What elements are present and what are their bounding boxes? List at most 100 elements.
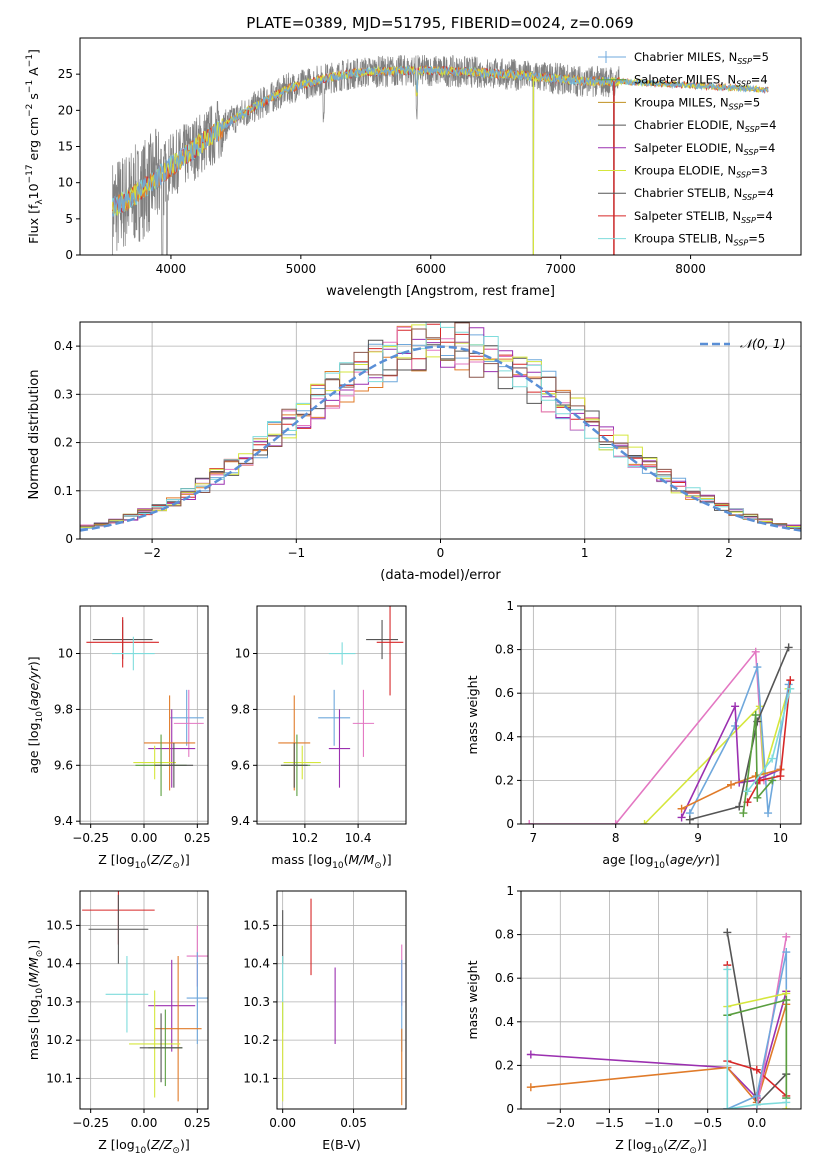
x-tick-label: 6000 [415, 262, 446, 276]
x-tick-label: 0 [437, 546, 445, 560]
weight-line [685, 643, 793, 824]
errorbar [105, 956, 149, 1033]
errorbar [280, 742, 308, 788]
errorbar [148, 959, 196, 1052]
histogram-series [80, 322, 801, 529]
weight-line [743, 684, 795, 796]
y-tick-label: 9.8 [231, 702, 250, 716]
weight-point [731, 702, 740, 711]
errorbar [148, 709, 196, 788]
weight-point [677, 813, 686, 822]
x-axis-label: Z [log10(Z/Z⊙)] [615, 1137, 706, 1156]
errorbar [328, 642, 356, 665]
weight-line [739, 711, 777, 818]
weight-point [677, 804, 686, 813]
errorbars [278, 606, 404, 797]
observed-spectrum [112, 54, 620, 255]
weight-point [776, 772, 785, 781]
weight-point [723, 1105, 732, 1109]
axes-frame [520, 605, 802, 825]
errorbar [139, 1013, 183, 1083]
y-tick-label: 0.2 [495, 773, 514, 787]
weight-point [753, 663, 762, 672]
x-tick-label: 0.00 [269, 1116, 296, 1130]
y-tick-label: 10 [58, 176, 73, 190]
axes-frame [256, 605, 407, 825]
weight-line [525, 647, 768, 824]
errorbar [133, 745, 176, 780]
weight-point [611, 820, 620, 824]
y-tick-label: 10.2 [46, 1033, 73, 1047]
legend-label: Salpeter MILES, NSSP=4 [634, 73, 768, 89]
legend-label: Salpeter STELIB, NSSP=4 [634, 209, 773, 225]
weight-point [786, 684, 795, 693]
y-tick-label: 5 [65, 212, 73, 226]
y-tick-label: 0.2 [54, 436, 73, 450]
errorbar [186, 952, 208, 1044]
x-tick-label: 5000 [286, 262, 317, 276]
errorbars [82, 891, 208, 1102]
axes-frame [79, 605, 209, 825]
weight-point [752, 1100, 761, 1109]
x-tick-label: 8 [612, 831, 620, 845]
y-tick-label: 0.3 [54, 387, 73, 401]
weight-point [731, 721, 740, 730]
weight-series [525, 643, 795, 824]
y-tick-label: 9.4 [231, 814, 250, 828]
x-tick-label: 2 [725, 546, 733, 560]
legend-label: Kroupa ELODIE, NSSP=3 [634, 164, 768, 180]
x-tick-label: 7 [530, 831, 538, 845]
weight-point [525, 820, 534, 824]
weight-point [764, 809, 773, 818]
weight-series [526, 928, 791, 1109]
x-tick-label: −1.5 [595, 1116, 624, 1130]
weight-path [530, 991, 788, 1100]
y-tick-label: 0 [506, 1102, 514, 1116]
y-tick-label: 10.1 [243, 1071, 270, 1085]
x-tick-label: −1 [287, 546, 305, 560]
x-tick-label: 0.25 [184, 1116, 211, 1130]
y-tick-label: 20 [58, 103, 73, 117]
histogram-steps [80, 322, 801, 532]
figure-title: PLATE=0389, MJD=51795, FIBERID=0024, z=0… [246, 14, 633, 32]
weight-point [526, 1050, 535, 1059]
x-tick-label: 0.00 [131, 831, 158, 845]
weight-point [752, 1091, 761, 1100]
y-axis-label: Normed distribution [27, 370, 42, 500]
weight-point [723, 928, 732, 937]
weight-point [768, 776, 777, 785]
mass-vs-ebv-plot: 0.00 0.05 10.1 10.2 10.3 10.4 10.5 E(B-V) [243, 890, 407, 1152]
legend-label: Salpeter ELODIE, NSSP=4 [634, 141, 775, 157]
x-tick-label: −1.0 [644, 1116, 673, 1130]
weight-point [784, 643, 793, 652]
errorbar [112, 636, 155, 671]
weight-line [743, 676, 795, 807]
model-spectrum [111, 65, 769, 217]
y-tick-label: 10.3 [243, 995, 270, 1009]
y-tick-label: 1 [506, 884, 514, 898]
weight-path [742, 714, 773, 814]
axes-frame [276, 890, 407, 1110]
x-tick-label: 7000 [545, 262, 576, 276]
y-tick-label: 0 [65, 532, 73, 546]
legend: 𝒩(0, 1) [700, 336, 786, 351]
weight-path [681, 768, 781, 810]
y-tick-label: 10 [58, 647, 73, 661]
x-axis-label: Z [log10(Z/Z⊙)] [98, 1137, 189, 1156]
weight-point [526, 1083, 535, 1092]
errorbar [366, 619, 399, 660]
y-tick-label: 10.5 [243, 918, 270, 932]
y-tick-label: 9.6 [54, 758, 73, 772]
errorbars [282, 898, 403, 1106]
weight-path [689, 647, 790, 821]
weight-point [739, 809, 748, 818]
legend-label: Chabrier ELODIE, NSSP=4 [634, 118, 776, 134]
y-tick-label: 9.4 [54, 814, 73, 828]
weight-point [753, 793, 762, 802]
age-vs-Z-plot: −0.25 0.00 0.25 9.4 9.6 9.8 10 Z [log10(Z/Z⊙)] a… [26, 605, 211, 871]
weight-point [723, 965, 732, 974]
gaussian-curve [80, 345, 801, 532]
x-axis-label: (data-model)/error [380, 568, 501, 583]
errorbars [86, 617, 204, 797]
y-tick-label: 10 [235, 647, 250, 661]
